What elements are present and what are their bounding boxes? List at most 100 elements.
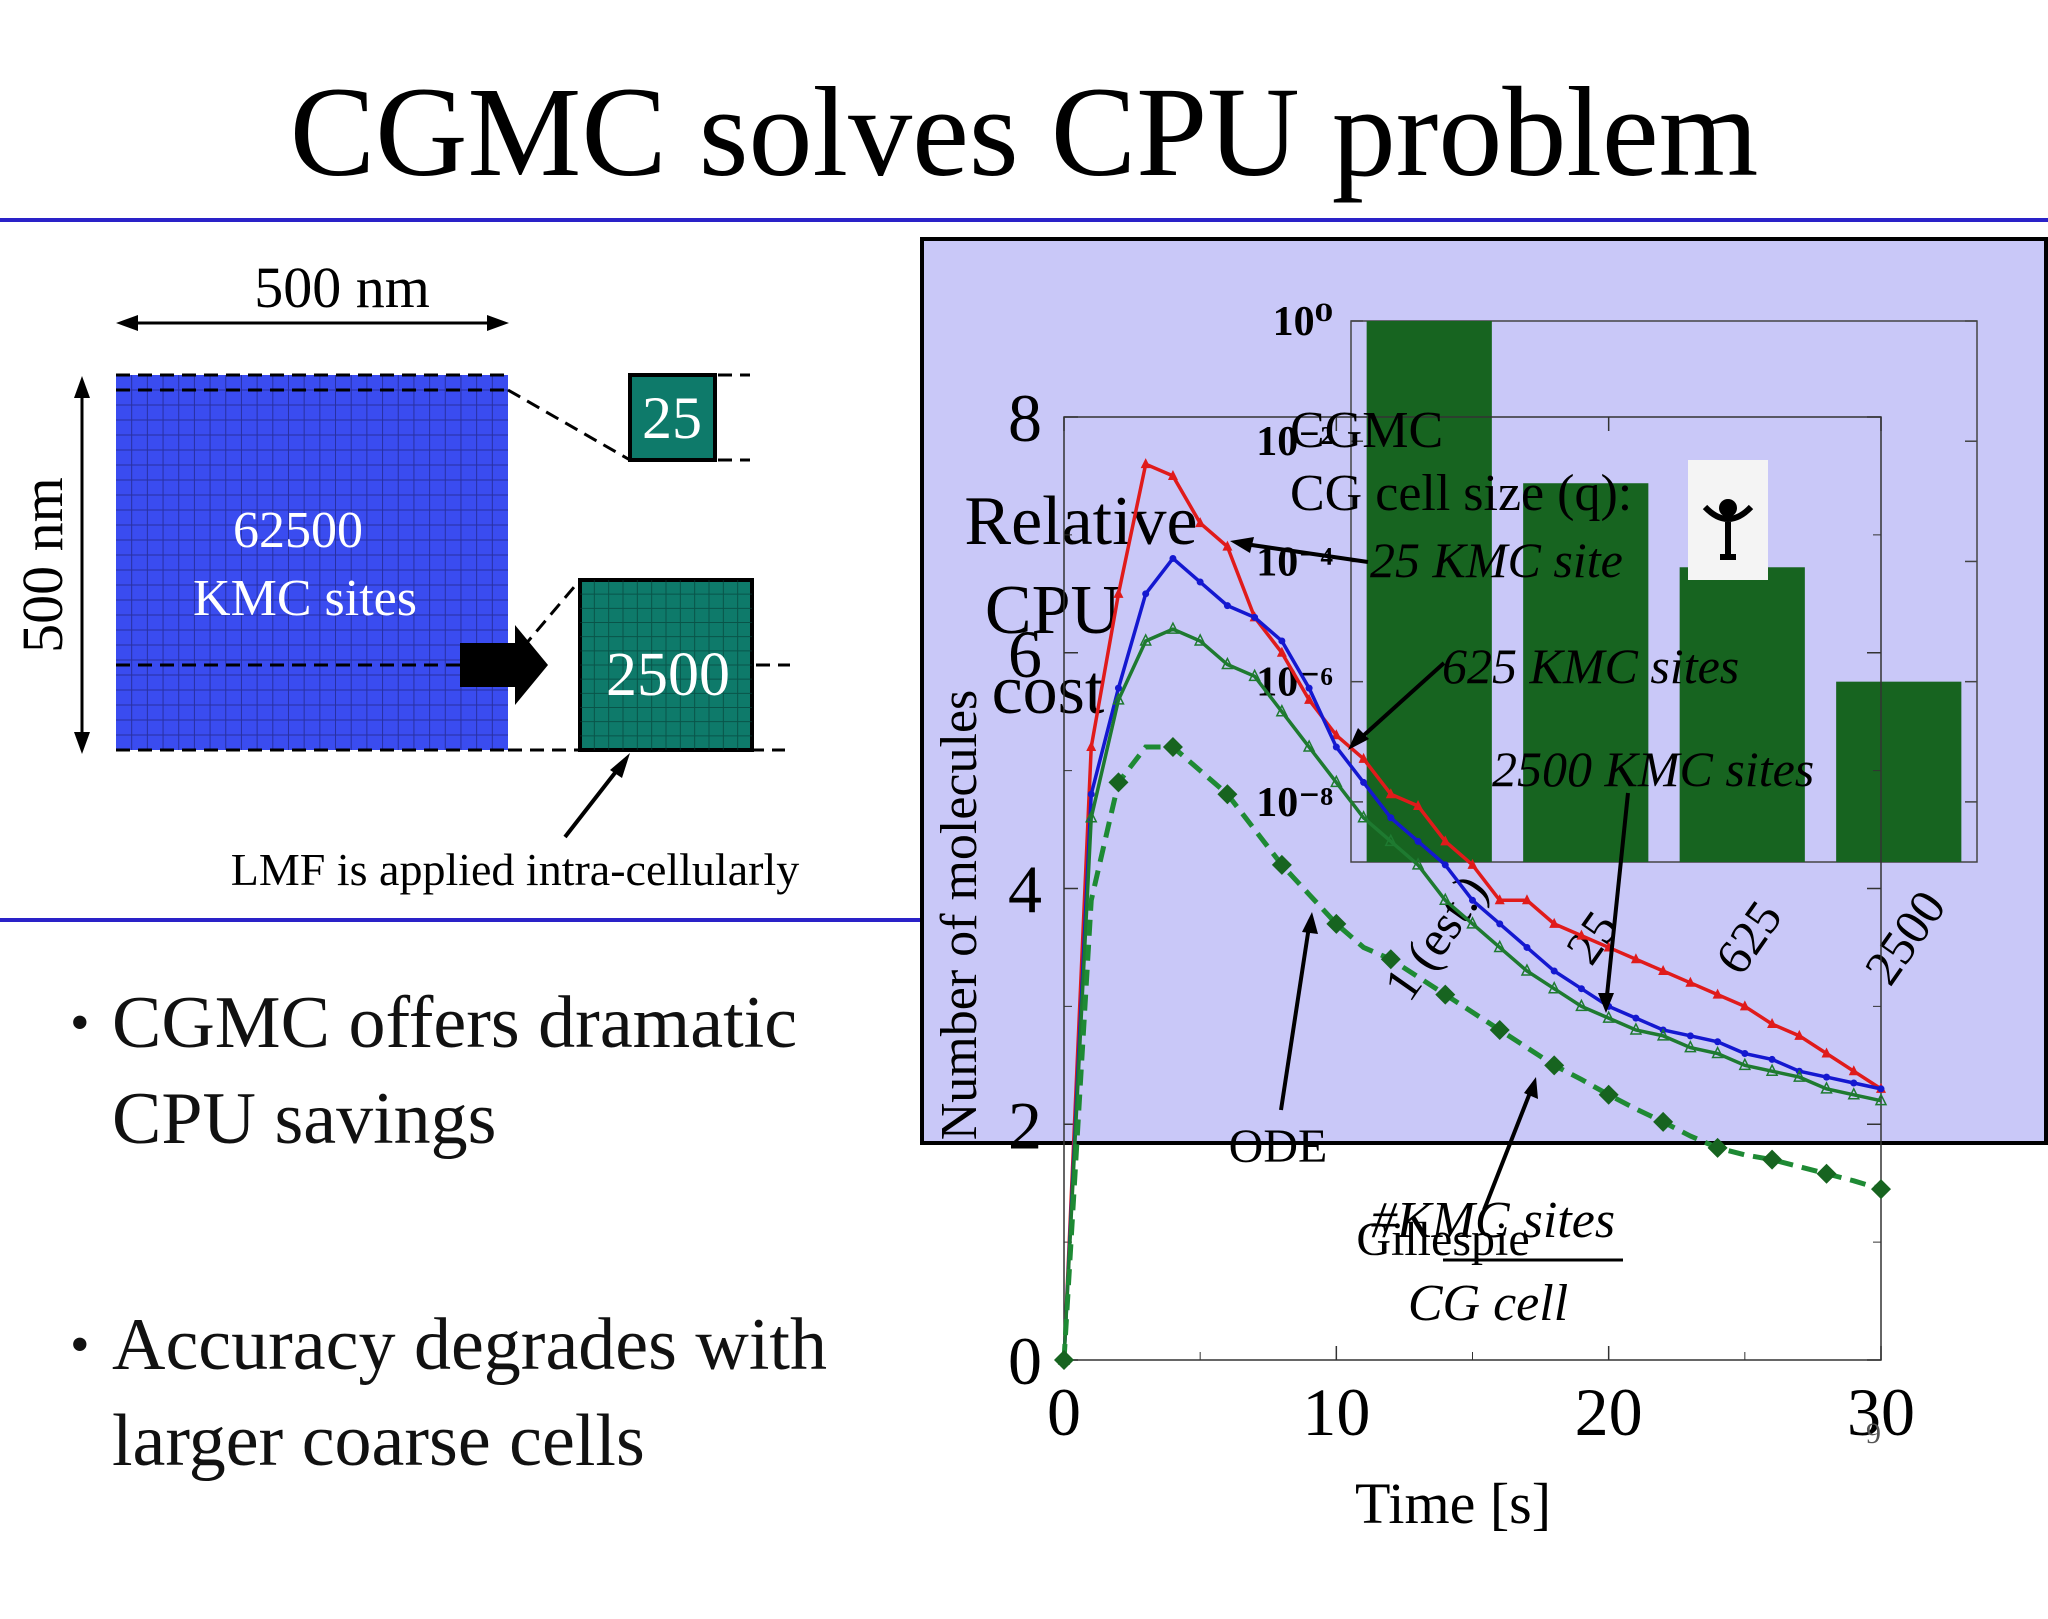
bullet-item: • CGMC offers dramatic CPU savings [70,975,950,1167]
kmc-per-cell-denominator: CG cell [1408,1275,1568,1332]
legend-arrow-2500 [1604,792,1630,1006]
marker-625-kmc-sites [1768,1055,1776,1063]
marker-2500-kmc-sites [1466,916,1479,929]
legend-arrow-25 [1237,541,1369,564]
marker-2500-kmc-sites [1357,810,1370,823]
marker-625-kmc-sites [1087,790,1095,798]
marker-gillespie [1544,1055,1565,1076]
marker-gillespie [1380,949,1401,970]
marker-625-kmc-sites [1550,967,1558,975]
title-rule [0,218,2048,222]
marker-25-kmc-site [1821,1047,1832,1058]
marker-2500-kmc-sites [1302,739,1316,752]
marker-2500-kmc-sites [1139,633,1152,646]
marker-2500-kmc-sites [1793,1069,1806,1082]
bullet-dot: • [70,1314,90,1376]
bar-625 [1679,567,1805,862]
bar-y-tick-label: 10⁻² [1256,419,1333,465]
marker-gillespie [1762,1149,1783,1170]
marker-25-kmc-site [1195,517,1206,528]
marker-25-kmc-site [1167,469,1178,480]
marker-25-kmc-site [1685,976,1696,987]
marker-625-kmc-sites [1142,590,1150,598]
bullet-text: Accuracy degrades with larger coarse cel… [112,1304,827,1482]
marker-gillespie [1871,1179,1891,1200]
marker-625-kmc-sites [1741,1050,1749,1058]
legend-title-cgmc: CGMC [1290,402,1443,459]
marker-2500-kmc-sites [1520,963,1534,976]
marker-2500-kmc-sites [1820,1081,1833,1094]
marker-25-kmc-site [1276,646,1287,657]
marker-25-kmc-site [1467,858,1478,869]
x-tick-label: 20 [1575,1374,1643,1450]
marker-625-kmc-sites [1823,1073,1831,1081]
marker-gillespie [1489,1019,1510,1040]
marker-gillespie [1162,737,1183,758]
y-tick-label: 6 [1008,616,1042,692]
bullet-list: • CGMC offers dramatic CPU savings • Acc… [70,975,950,1619]
bar-y-tick-label: 10⁰ [1273,299,1333,345]
gillespie-arrow [1482,1084,1535,1211]
series-line-2500-kmc-sites [1062,627,1882,1361]
marker-2500-kmc-sites [1221,656,1234,670]
marker-gillespie [1326,913,1347,934]
cpu-cost-title-line3: cost [992,652,1105,729]
marker-25-kmc-site [1222,540,1233,551]
y-tick-label: 8 [1008,380,1042,456]
marker-625-kmc-sites [1632,1014,1640,1022]
marker-2500-kmc-sites [1738,1057,1752,1071]
marker-25-kmc-site [1767,1018,1778,1029]
marker-625-kmc-sites [1523,943,1531,951]
marker-25-kmc-site [1658,965,1669,976]
marker-2500-kmc-sites [1493,939,1506,953]
marker-25-kmc-site [1848,1065,1859,1076]
slide-number: 9 [1866,1417,1881,1450]
legend-title-cellsize: CG cell size (q): [1290,465,1632,522]
ode-label: ODE [1229,1120,1328,1173]
marker-2500-kmc-sites [1684,1039,1697,1053]
legend-arrow-625 [1351,661,1446,747]
marker-625-kmc-sites [1332,743,1340,751]
marker-2500-kmc-sites [1275,704,1289,717]
marker-625-kmc-sites [1714,1038,1722,1046]
marker-25-kmc-site [1358,752,1369,763]
marker-2500-kmc-sites [1575,998,1588,1012]
kmc-per-cell-numerator: #KMC sites [1371,1192,1615,1249]
marker-gillespie [1108,772,1129,793]
marker-625-kmc-sites [1469,896,1476,904]
marker-25-kmc-site [1140,458,1151,469]
x-tick-label: 0 [1047,1374,1081,1450]
marker-gillespie [1816,1163,1837,1184]
y-tick-label: 2 [1008,1087,1042,1163]
x-tick-label: 10 [1302,1374,1370,1450]
lmf-note: LMF is applied intra-cellularly [231,844,799,895]
cpu-cost-title-line1: Relative [964,483,1197,560]
marker-625-kmc-sites [1196,578,1204,586]
cpu-cost-title-line2: CPU [985,572,1121,649]
marker-2500-kmc-sites [1656,1028,1670,1041]
marker-2500-kmc-sites [1847,1087,1860,1100]
ode-arrow [1279,919,1312,1111]
marker-625-kmc-sites [1387,814,1395,822]
legend-item-25: 25 KMC site [1370,532,1623,588]
marker-25-kmc-site [1304,693,1315,704]
marker-2500-kmc-sites [1248,668,1261,682]
marker-2500-kmc-sites [1112,692,1125,705]
marker-25-kmc-site [1521,894,1532,905]
height-label: 500 nm [10,477,75,653]
marker-625-kmc-sites [1360,778,1368,786]
marker-625-kmc-sites [1686,1032,1694,1040]
marker-2500-kmc-sites [1330,774,1343,788]
kmc-grid [116,375,508,750]
marker-625-kmc-sites [1414,837,1422,845]
marker-25-kmc-site [1413,799,1424,810]
marker-2500-kmc-sites [1765,1063,1779,1076]
marker-gillespie [1653,1111,1674,1132]
marker-625-kmc-sites [1223,602,1231,610]
lamp-icon [1702,504,1754,560]
marker-gillespie [1271,854,1292,875]
marker-25-kmc-site [1086,741,1097,752]
gillespie-label: Gillespie [1356,1213,1529,1266]
y-tick-label: 4 [1008,852,1042,928]
